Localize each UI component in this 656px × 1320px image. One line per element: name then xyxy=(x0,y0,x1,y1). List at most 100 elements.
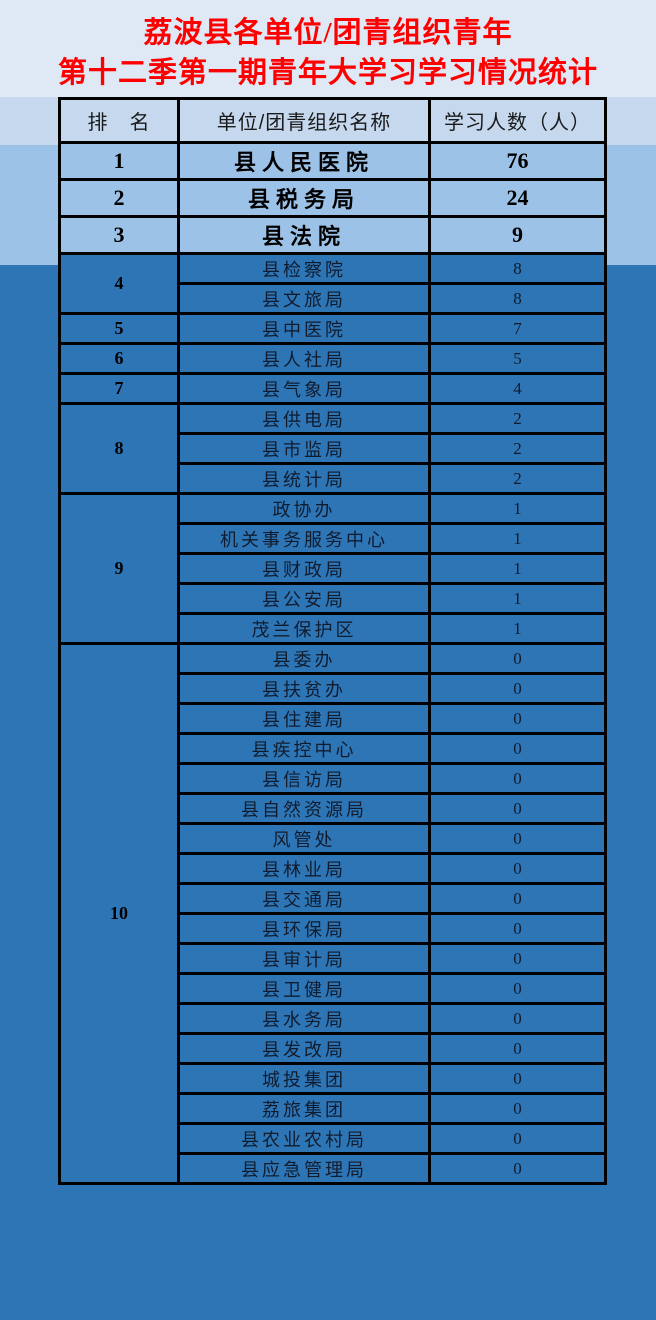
count-cell: 0 xyxy=(428,762,607,795)
count-cell: 2 xyxy=(428,402,607,435)
table-row: 10 县委办 0 xyxy=(58,642,607,1185)
table-row: 县统计局 2 xyxy=(60,462,607,495)
org-name-cell: 县财政局 xyxy=(177,552,431,585)
table-row: 8 县供电局 2 xyxy=(58,402,607,495)
table-row: 县林业局 0 xyxy=(60,852,607,885)
table-row: 荔旅集团 0 xyxy=(60,1092,607,1125)
rank-cell: 5 xyxy=(58,312,180,345)
table-row: 9 政协办 1 xyxy=(58,492,607,645)
org-name-cell: 风管处 xyxy=(177,822,431,855)
table-row: 县扶贫办 0 xyxy=(60,672,607,705)
table-row: 县审计局 0 xyxy=(60,942,607,975)
org-name-cell: 县自然资源局 xyxy=(177,792,431,825)
table-row: 县自然资源局 0 xyxy=(60,792,607,825)
org-name-cell: 县疾控中心 xyxy=(177,732,431,765)
table-row: 县财政局 1 xyxy=(60,552,607,585)
org-name-cell: 县发改局 xyxy=(177,1032,431,1065)
table-row: 3 县法院 9 xyxy=(58,215,607,255)
count-cell: 0 xyxy=(428,792,607,825)
count-cell: 0 xyxy=(428,912,607,945)
org-name-cell: 县信访局 xyxy=(177,762,431,795)
org-name-cell: 县检察院 xyxy=(177,252,431,285)
count-cell: 1 xyxy=(428,612,607,645)
org-name-cell: 县住建局 xyxy=(177,702,431,735)
count-cell: 0 xyxy=(428,972,607,1005)
org-name-cell: 县农业农村局 xyxy=(177,1122,431,1155)
org-name-cell: 县中医院 xyxy=(177,312,431,345)
table-row: 县公安局 1 xyxy=(60,582,607,615)
page-title: 荔波县各单位/团青组织青年 第十二季第一期青年大学习学习情况统计 xyxy=(0,13,656,93)
org-name-cell: 县市监局 xyxy=(177,432,431,465)
table-row: 县卫健局 0 xyxy=(60,972,607,1005)
org-name-cell: 县气象局 xyxy=(177,372,431,405)
count-cell: 76 xyxy=(428,141,607,181)
count-cell: 0 xyxy=(428,882,607,915)
org-name-cell: 政协办 xyxy=(177,492,431,525)
header-learner-count: 学习人数（人） xyxy=(428,97,607,144)
org-name-cell: 茂兰保护区 xyxy=(177,612,431,645)
rank-cell: 7 xyxy=(58,372,180,405)
org-name-cell: 县林业局 xyxy=(177,852,431,885)
org-name-cell: 县应急管理局 xyxy=(177,1152,431,1185)
table-row: 1 县人民医院 76 xyxy=(58,141,607,181)
count-cell: 2 xyxy=(428,462,607,495)
header-org-name: 单位/团青组织名称 xyxy=(177,97,431,144)
count-cell: 0 xyxy=(428,1062,607,1095)
count-cell: 0 xyxy=(428,642,607,675)
count-cell: 24 xyxy=(428,178,607,218)
count-cell: 1 xyxy=(428,552,607,585)
table-row: 城投集团 0 xyxy=(60,1062,607,1095)
rank-cell: 8 xyxy=(58,402,180,495)
table-row: 机关事务服务中心 1 xyxy=(60,522,607,555)
count-cell: 0 xyxy=(428,1092,607,1125)
count-cell: 5 xyxy=(428,342,607,375)
rank-cell: 4 xyxy=(58,252,180,315)
count-cell: 0 xyxy=(428,852,607,885)
table-row: 7 县气象局 4 xyxy=(58,372,607,405)
org-name-cell: 县水务局 xyxy=(177,1002,431,1035)
table-row: 县农业农村局 0 xyxy=(60,1122,607,1155)
org-name-cell: 机关事务服务中心 xyxy=(177,522,431,555)
rank-cell: 6 xyxy=(58,342,180,375)
count-cell: 0 xyxy=(428,822,607,855)
table-row: 县交通局 0 xyxy=(60,882,607,915)
org-name-cell: 城投集团 xyxy=(177,1062,431,1095)
count-cell: 0 xyxy=(428,1152,607,1185)
org-name-cell: 县法院 xyxy=(177,215,431,255)
rank-cell: 1 xyxy=(58,141,180,181)
count-cell: 0 xyxy=(428,1002,607,1035)
org-name-cell: 县交通局 xyxy=(177,882,431,915)
count-cell: 0 xyxy=(428,942,607,975)
count-cell: 0 xyxy=(428,672,607,705)
rank-cell: 3 xyxy=(58,215,180,255)
rank-cell: 9 xyxy=(58,492,180,645)
table-row: 茂兰保护区 1 xyxy=(60,612,607,645)
count-cell: 2 xyxy=(428,432,607,465)
count-cell: 1 xyxy=(428,522,607,555)
table-row: 县住建局 0 xyxy=(60,702,607,735)
table-row: 县发改局 0 xyxy=(60,1032,607,1065)
count-cell: 7 xyxy=(428,312,607,345)
count-cell: 0 xyxy=(428,1032,607,1065)
table-row: 5 县中医院 7 xyxy=(58,312,607,345)
table-row: 县环保局 0 xyxy=(60,912,607,945)
org-name-cell: 县文旅局 xyxy=(177,282,431,315)
page-title-line1: 荔波县各单位/团青组织青年 xyxy=(143,17,513,49)
table-row: 县市监局 2 xyxy=(60,432,607,465)
table-row: 县疾控中心 0 xyxy=(60,732,607,765)
org-name-cell: 县公安局 xyxy=(177,582,431,615)
count-cell: 1 xyxy=(428,492,607,525)
org-name-cell: 县卫健局 xyxy=(177,972,431,1005)
header-rank: 排 名 xyxy=(58,97,180,144)
org-name-cell: 县审计局 xyxy=(177,942,431,975)
rank-cell: 10 xyxy=(58,642,180,1185)
count-cell: 4 xyxy=(428,372,607,405)
count-cell: 9 xyxy=(428,215,607,255)
org-name-cell: 县供电局 xyxy=(177,402,431,435)
count-cell: 8 xyxy=(428,282,607,315)
org-name-cell: 县税务局 xyxy=(177,178,431,218)
org-name-cell: 县扶贫办 xyxy=(177,672,431,705)
table-row: 6 县人社局 5 xyxy=(58,342,607,375)
table-row: 风管处 0 xyxy=(60,822,607,855)
